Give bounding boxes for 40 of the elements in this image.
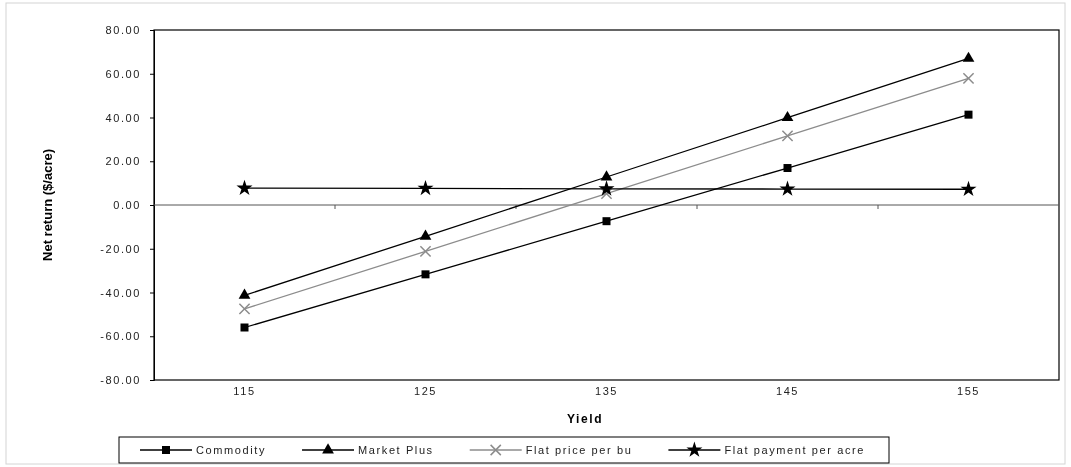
point [960, 180, 977, 197]
point [962, 51, 975, 62]
point [419, 245, 432, 258]
legend-label: Market Plus [358, 444, 434, 456]
point [238, 288, 251, 299]
point [240, 323, 249, 332]
y-tick-label: 80.00 [105, 24, 141, 37]
x-tick-label: 155 [956, 384, 981, 397]
point [417, 179, 434, 196]
point [783, 164, 792, 173]
y-tick-label: 20.00 [105, 155, 141, 168]
point [781, 110, 794, 122]
y-tick-label: -60.00 [100, 330, 141, 343]
legend-label: Commodity [196, 444, 267, 456]
point [962, 72, 975, 85]
point [238, 303, 251, 315]
y-tick-label: -20.00 [100, 242, 141, 255]
y-tick-label: 60.00 [105, 67, 141, 80]
point [781, 130, 794, 142]
point [964, 110, 973, 119]
y-tick-label: 40.00 [105, 111, 141, 124]
point [602, 217, 611, 226]
point [600, 187, 613, 200]
y-axis-title: Net return ($/acre) [40, 149, 55, 261]
legend-label: Flat payment per acre [724, 444, 865, 456]
point [779, 180, 796, 196]
x-axis-title: Yield [566, 412, 604, 426]
x-tick-label: 125 [413, 384, 438, 397]
point [598, 180, 615, 196]
x-tick-label: 135 [594, 384, 619, 397]
point [600, 170, 613, 181]
y-tick-label: -40.00 [100, 286, 141, 299]
point [236, 179, 253, 195]
legend-label: Flat price per bu [525, 444, 633, 456]
point [421, 270, 430, 279]
x-tick-label: 145 [775, 384, 800, 397]
y-tick-label: -80.00 [100, 374, 141, 387]
point [419, 229, 432, 240]
x-tick-label: 115 [233, 384, 256, 397]
y-tick-label: 0.00 [113, 199, 141, 212]
